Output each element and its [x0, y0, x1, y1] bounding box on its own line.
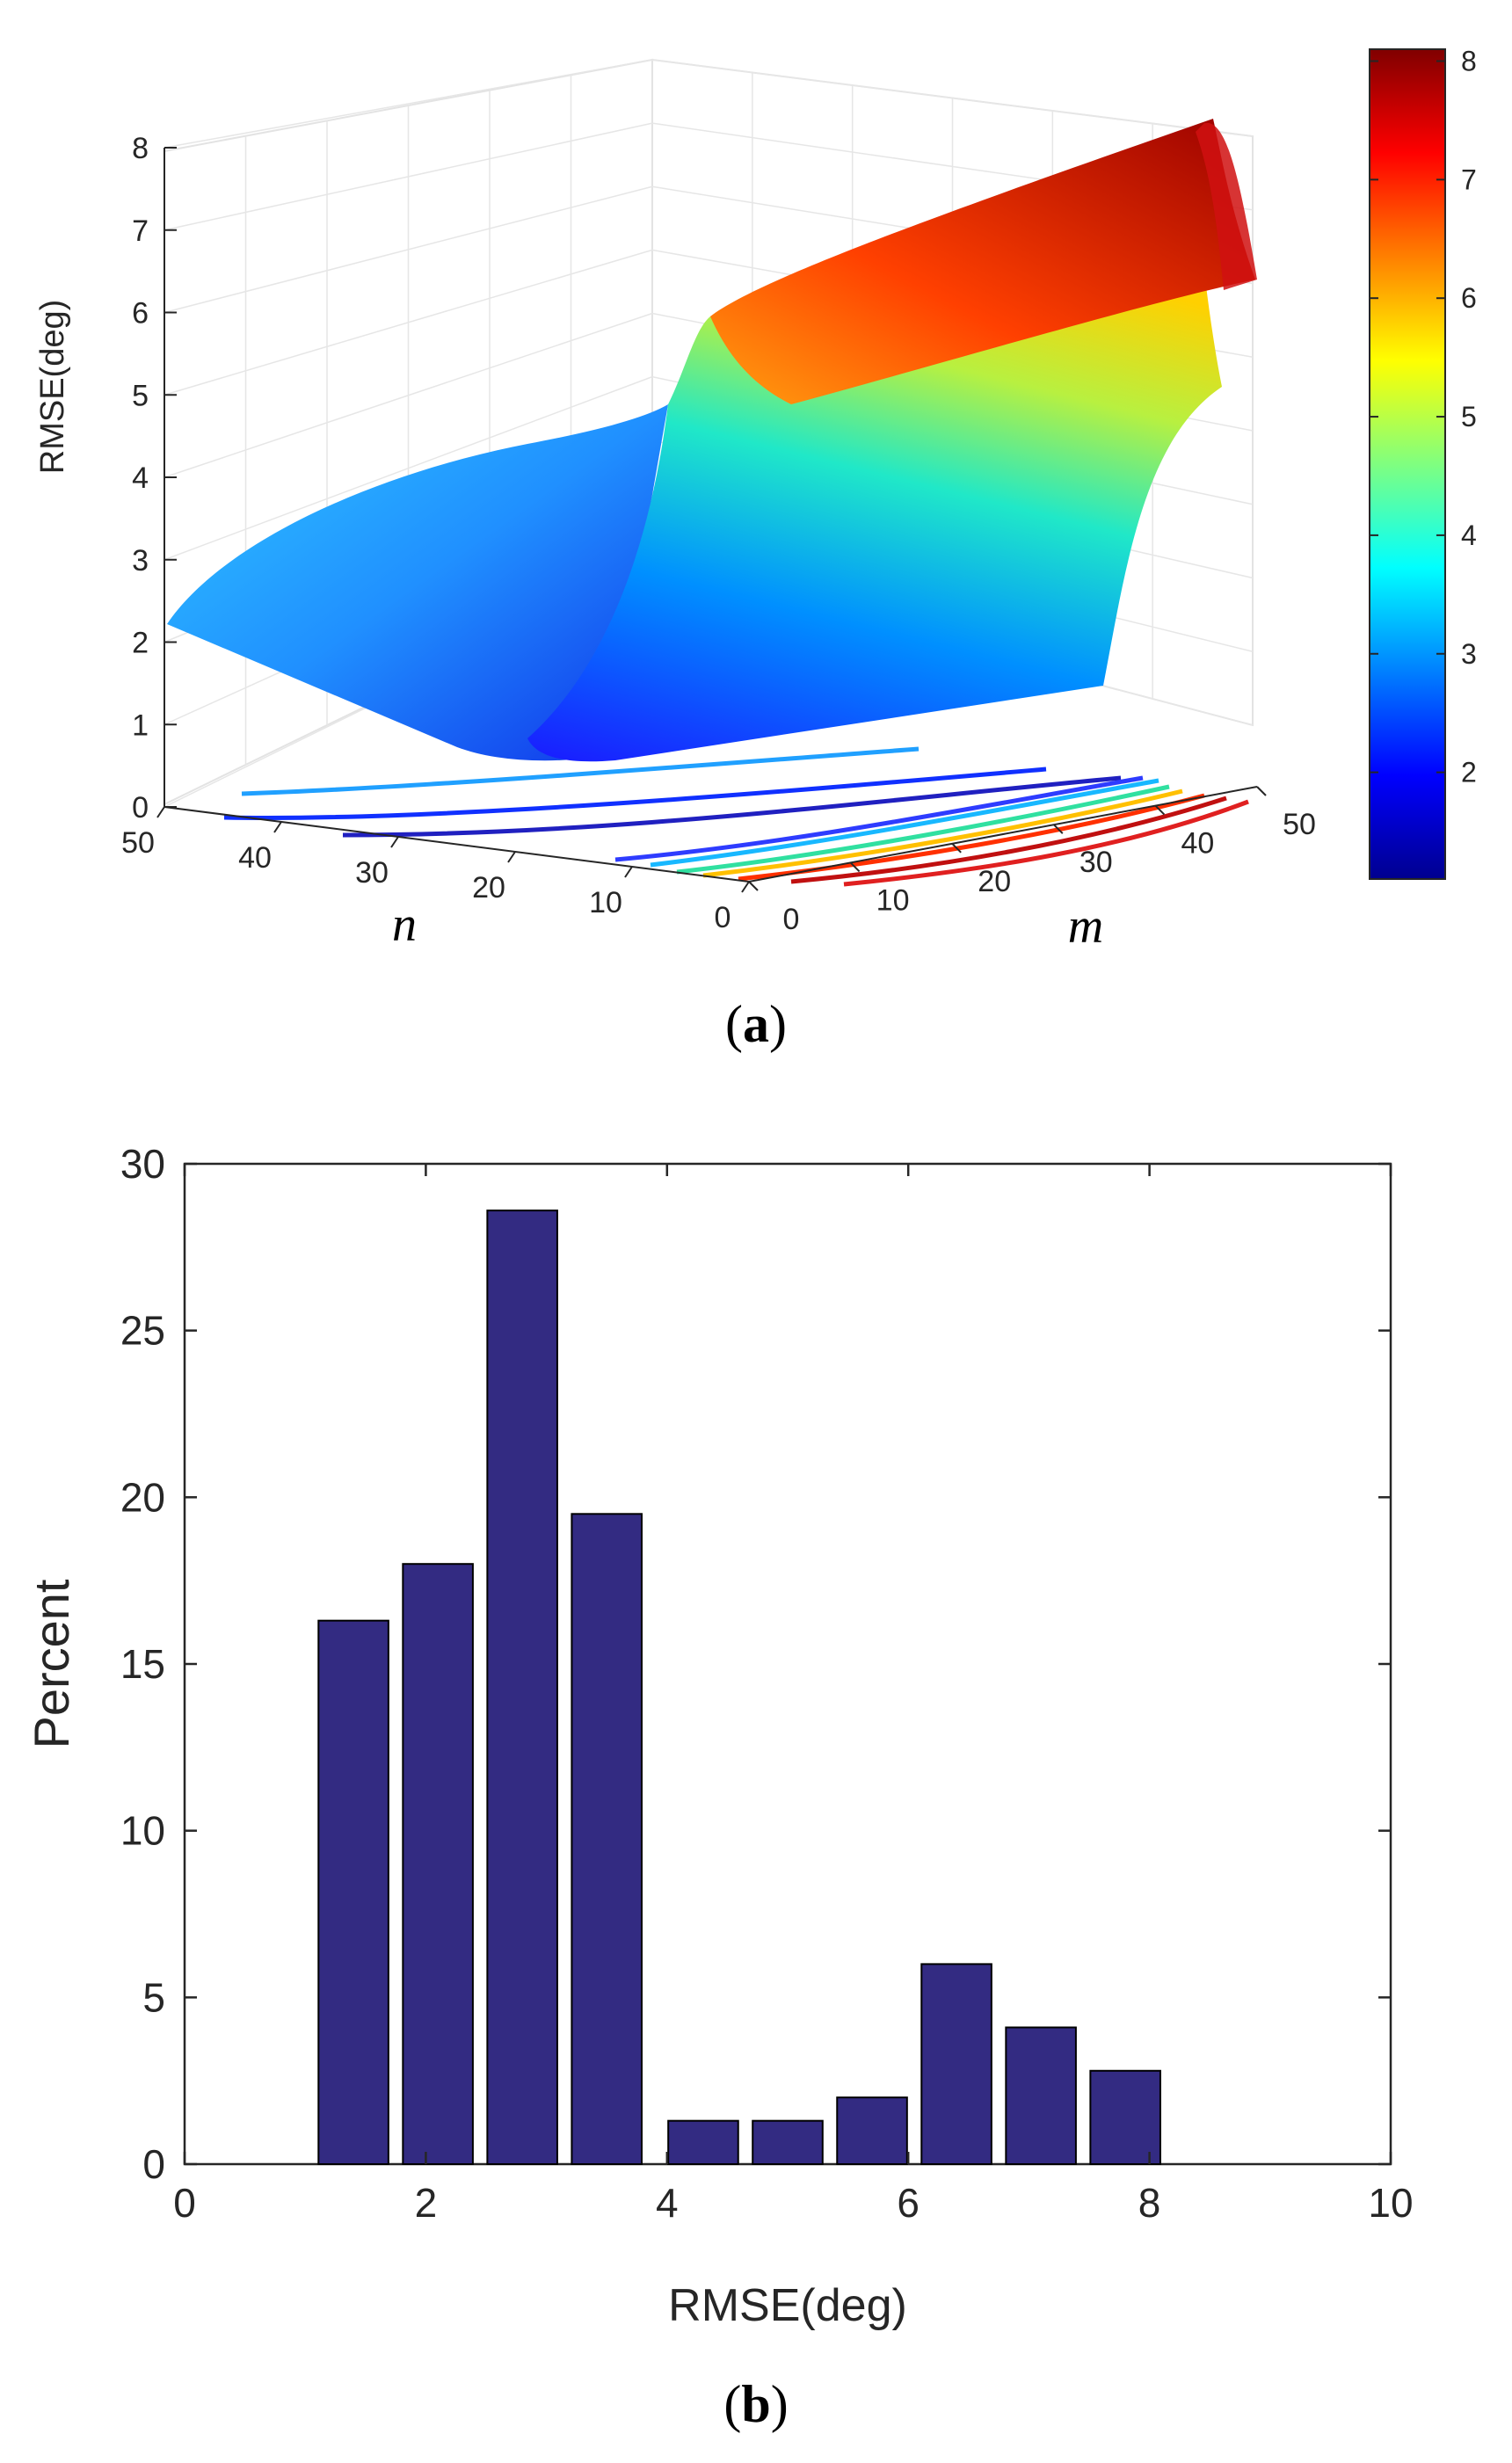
- surface-left-face: [167, 404, 668, 761]
- n-tick-label: 10: [589, 886, 622, 919]
- histogram-bars: [317, 1210, 1161, 2166]
- z-tick-label: 7: [132, 214, 149, 248]
- n-tick-mark: [390, 836, 399, 848]
- n-tick-label: 20: [472, 871, 505, 905]
- contour-lines: [223, 746, 1249, 887]
- n-tick-label: 50: [121, 826, 155, 860]
- panel-label-b: (b): [723, 2375, 788, 2433]
- x-tick-label: 2: [415, 2180, 438, 2226]
- n-tick-mark: [273, 821, 282, 833]
- panel-a-3d-surface: 0 1 2 3 4 5 6 7 8 0 10 20 30 40 50 0 10 20 30 40 50 RMSE(d…: [34, 45, 1477, 1053]
- m-tick-mark: [1154, 804, 1166, 816]
- panel-b-histogram: 0 2 4 6 8 10 0 5 10 15 20 25 30 RMSE(deg) Percent (…: [24, 1141, 1414, 2433]
- y-axis-ticks: 0 5 10 15 20 25 30: [120, 1141, 1391, 2187]
- z-tick-label: 6: [132, 297, 149, 331]
- y-axis-label: Percent: [24, 1579, 79, 1748]
- n-axis-ticks: 0 10 20 30 40 50: [121, 806, 750, 934]
- colorbar-tick-label: 7: [1461, 163, 1477, 195]
- n-axis-label: n: [392, 897, 417, 952]
- x-tick-label: 0: [173, 2180, 196, 2226]
- panel-label-a: (a): [725, 995, 787, 1053]
- rmse-surface: [167, 119, 1257, 762]
- m-tick-label: 50: [1283, 808, 1316, 841]
- y-tick-label: 0: [142, 2141, 165, 2187]
- y-tick-label: 25: [120, 1308, 165, 1354]
- histogram-bar: [667, 2119, 739, 2166]
- surface-upper-face: [710, 119, 1255, 404]
- histogram-bar: [920, 1963, 992, 2165]
- colorbar-tick-label: 4: [1461, 519, 1477, 551]
- y-tick-label: 30: [120, 1141, 165, 1187]
- z-tick-label: 1: [132, 708, 149, 742]
- histogram-bar: [752, 2119, 824, 2166]
- z-tick-label: 0: [132, 791, 149, 825]
- m-tick-mark: [951, 843, 962, 854]
- n-tick-mark: [507, 851, 516, 863]
- m-tick-label: 0: [783, 903, 800, 936]
- m-tick-label: 30: [1079, 846, 1113, 879]
- colorbar-gradient: [1369, 48, 1446, 880]
- colorbar: 2 3 4 5 6 7 8: [1369, 45, 1477, 880]
- colorbar-tick-label: 3: [1461, 638, 1477, 670]
- x-axis-ticks: 0 2 4 6 8 10: [173, 1164, 1414, 2226]
- z-tick-label: 3: [132, 544, 149, 578]
- z-axis-label: RMSE(deg): [34, 300, 71, 475]
- surface-right-edge: [1196, 122, 1257, 290]
- m-axis-ticks: 0 10 20 30 40 50: [748, 786, 1316, 936]
- colorbar-ticks: 2 3 4 5 6 7 8: [1370, 45, 1477, 788]
- m-tick-mark: [849, 861, 861, 873]
- grid-line: [164, 59, 653, 149]
- y-tick-label: 15: [120, 1641, 165, 1687]
- x-tick-label: 6: [897, 2180, 920, 2226]
- n-tick-label: 40: [238, 841, 272, 875]
- colorbar-tick-label: 5: [1461, 401, 1477, 432]
- y-tick-label: 20: [120, 1474, 165, 1520]
- z-tick-label: 2: [132, 627, 149, 660]
- m-tick-label: 10: [876, 883, 910, 917]
- histogram-bar: [402, 1563, 474, 2165]
- y-tick-label: 10: [120, 1808, 165, 1854]
- n-tick-label: 30: [355, 856, 389, 890]
- m-tick-label: 20: [978, 865, 1011, 898]
- n-tick-label: 0: [715, 901, 731, 934]
- x-tick-label: 4: [656, 2180, 679, 2226]
- m-tick-mark: [748, 881, 759, 891]
- colorbar-tick-label: 2: [1461, 757, 1477, 788]
- m-tick-mark: [1256, 786, 1267, 796]
- x-tick-label: 8: [1138, 2180, 1161, 2226]
- m-tick-label: 40: [1181, 827, 1214, 861]
- z-tick-label: 8: [132, 132, 149, 165]
- histogram-bar: [571, 1513, 643, 2166]
- colorbar-tick-label: 6: [1461, 282, 1477, 314]
- m-tick-mark: [1053, 824, 1064, 834]
- z-tick-label: 4: [132, 461, 149, 495]
- y-tick-label: 5: [142, 1974, 165, 2020]
- histogram-bar: [317, 1619, 389, 2165]
- n-tick-mark: [741, 881, 750, 893]
- histogram-bar: [1005, 2026, 1077, 2166]
- m-axis-label: m: [1068, 899, 1103, 954]
- histogram-bar: [836, 2096, 908, 2165]
- histogram-bar: [1089, 2069, 1161, 2165]
- x-axis-label: RMSE(deg): [668, 2280, 907, 2331]
- colorbar-tick-label: 8: [1461, 45, 1477, 76]
- z-axis-ticks: 0 1 2 3 4 5 6 7 8: [132, 132, 177, 825]
- x-tick-label: 10: [1368, 2180, 1413, 2226]
- n-tick-mark: [156, 806, 165, 818]
- n-tick-mark: [624, 866, 633, 878]
- z-tick-label: 5: [132, 379, 149, 412]
- histogram-bar: [486, 1210, 558, 2165]
